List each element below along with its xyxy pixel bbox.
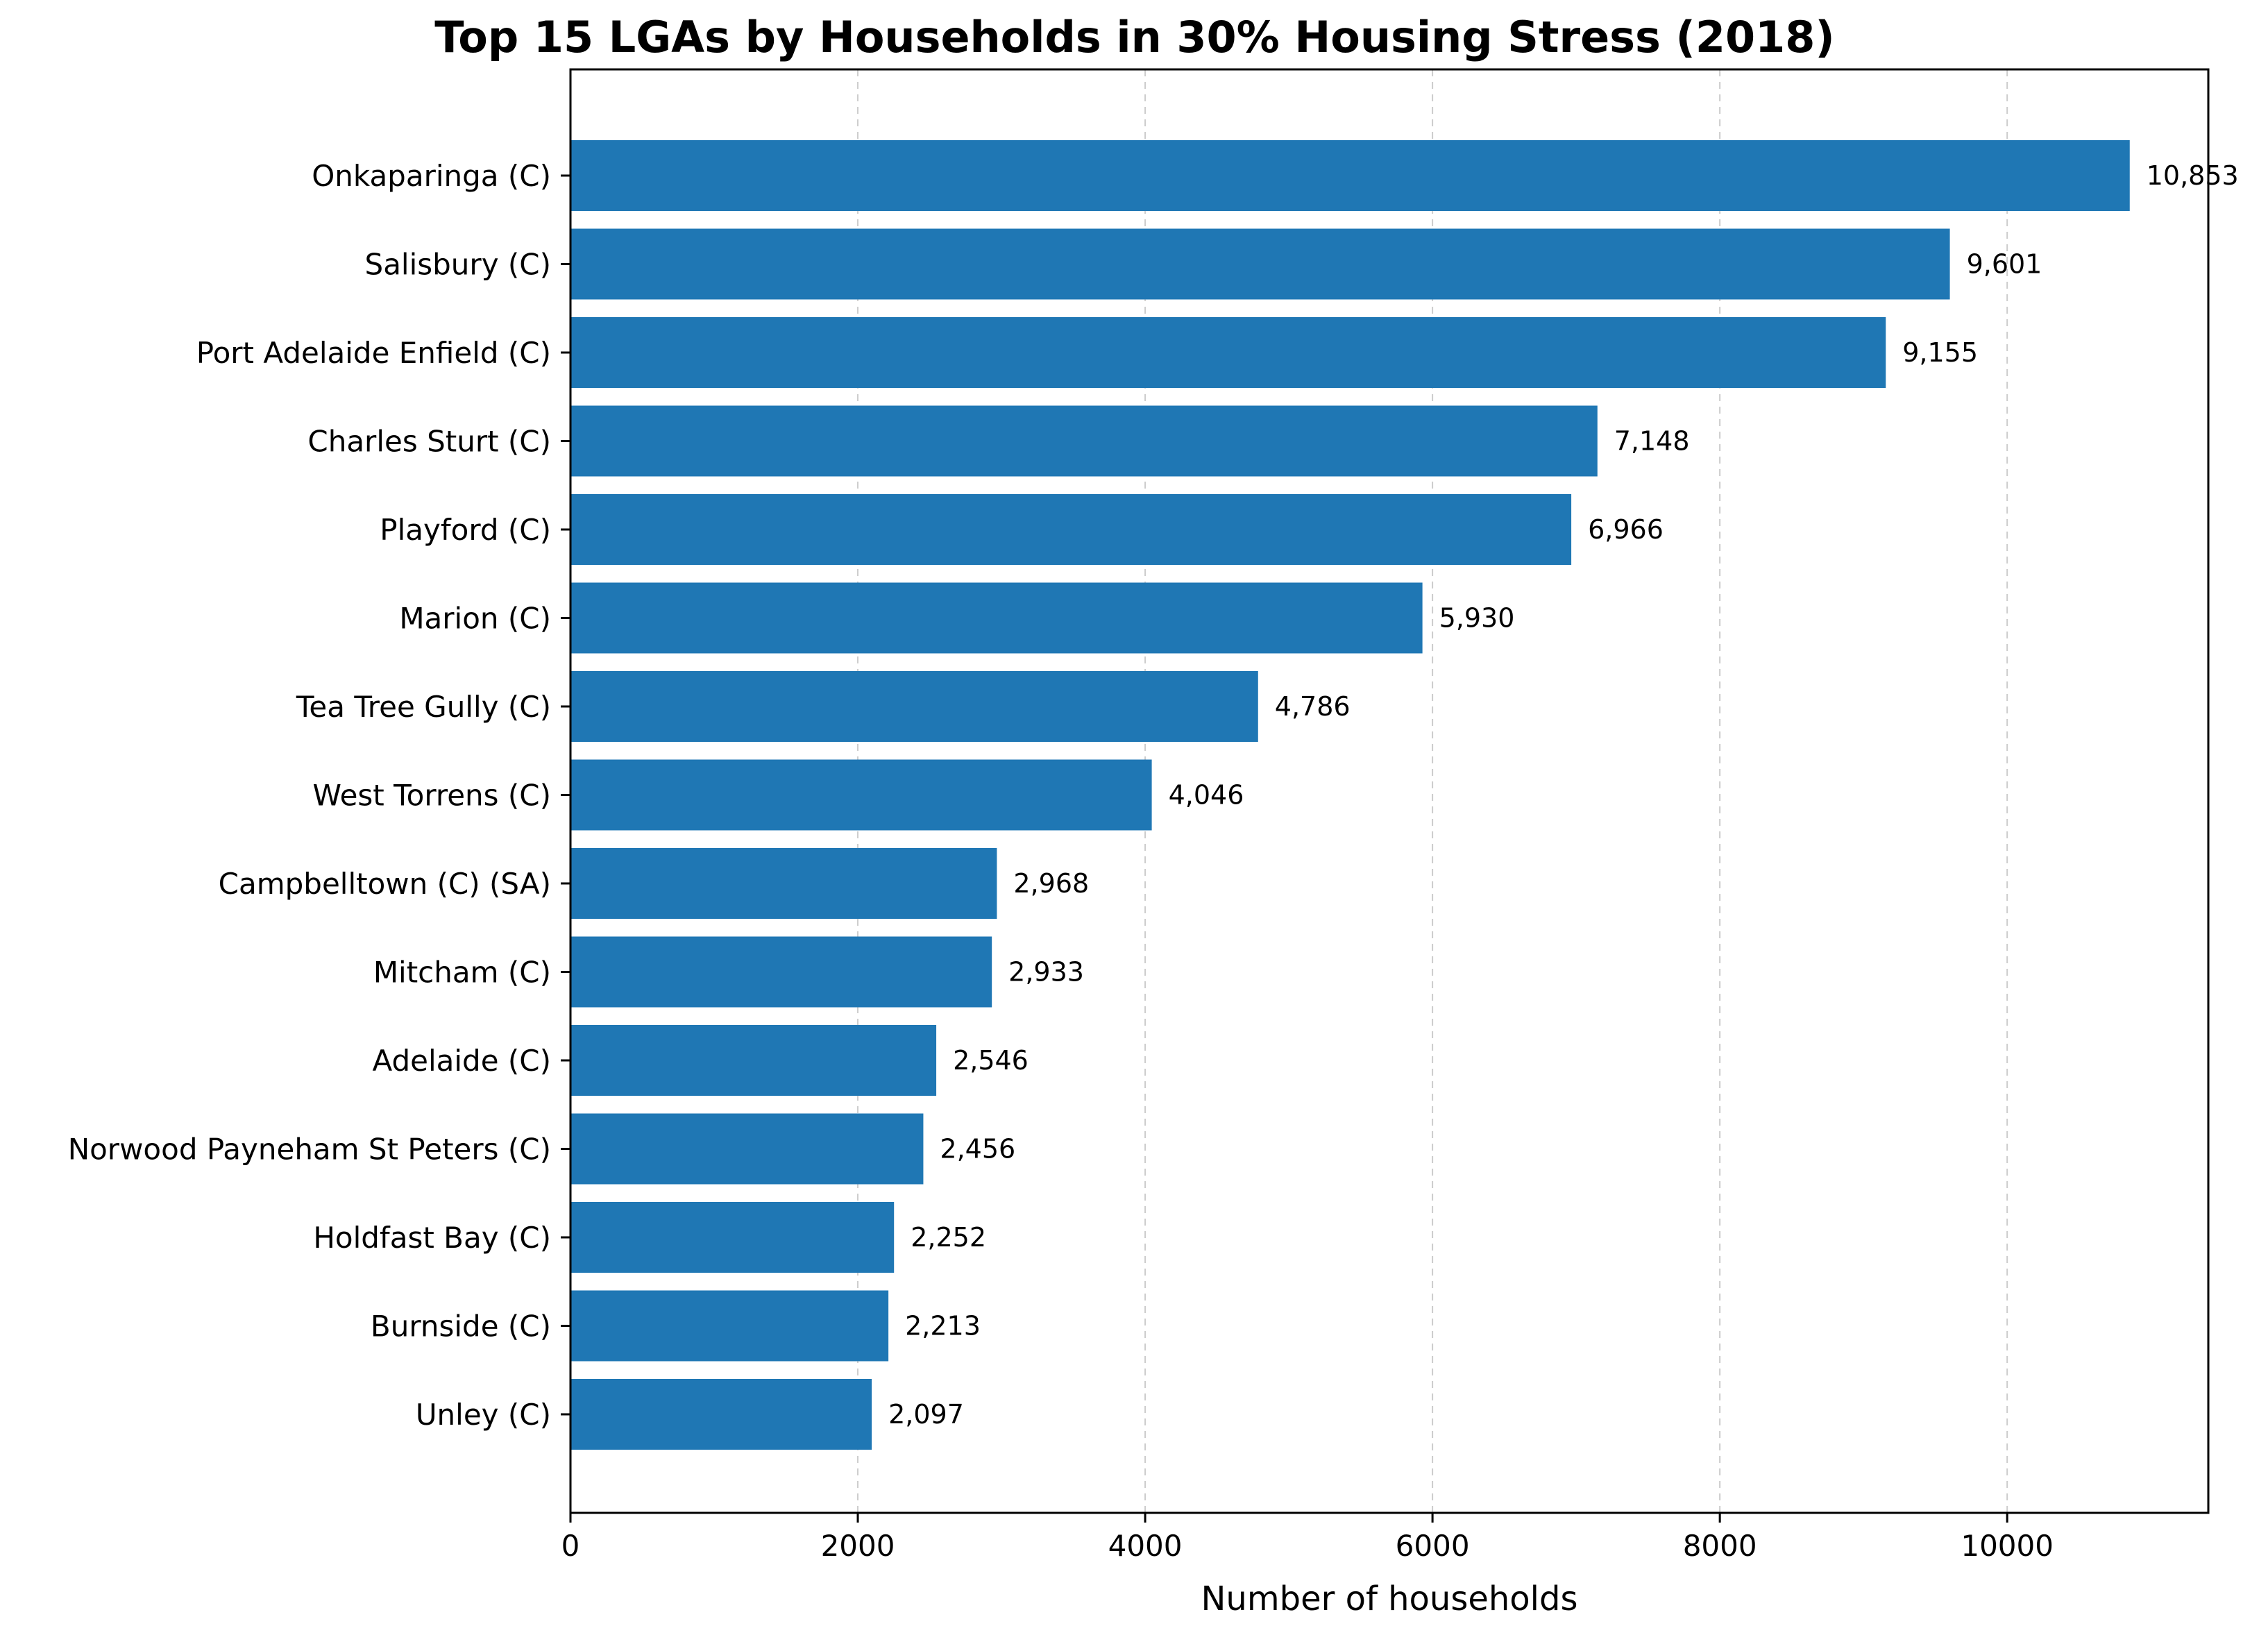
y-tick-label: Norwood Payneham St Peters (C) bbox=[68, 1133, 551, 1167]
x-tick-label: 0 bbox=[561, 1529, 580, 1563]
x-tick-labels: 0 2000 4000 6000 8000 10000 bbox=[561, 1513, 2054, 1563]
x-tick-label: 2000 bbox=[821, 1529, 895, 1563]
plot-frame bbox=[569, 68, 2210, 1514]
bar-value-label: 7,148 bbox=[1614, 426, 1690, 457]
bar-value-label: 5,930 bbox=[1439, 603, 1515, 634]
bar-value-label: 2,213 bbox=[905, 1311, 981, 1341]
y-tick-label: Charles Sturt (C) bbox=[307, 425, 551, 459]
y-tick-label: Salisbury (C) bbox=[365, 248, 551, 282]
bar bbox=[570, 405, 1598, 477]
bar-value-label: 4,046 bbox=[1169, 780, 1244, 811]
bar-value-label: 9,601 bbox=[1967, 249, 2042, 280]
bar-value-label: 2,546 bbox=[953, 1045, 1029, 1076]
y-tick-label: Tea Tree Gully (C) bbox=[296, 690, 551, 724]
x-tick-label: 4000 bbox=[1108, 1529, 1183, 1563]
bar-value-label: 6,966 bbox=[1588, 514, 1664, 545]
bar bbox=[570, 1202, 895, 1273]
y-tick-label: Onkaparinga (C) bbox=[312, 159, 551, 193]
y-tick-label: Campbelltown (C) (SA) bbox=[219, 867, 551, 901]
x-tick-label: 8000 bbox=[1683, 1529, 1757, 1563]
bar bbox=[570, 494, 1572, 565]
x-tick-label: 6000 bbox=[1396, 1529, 1470, 1563]
bar-value-label: 2,252 bbox=[911, 1222, 986, 1253]
bar bbox=[570, 1113, 924, 1185]
bar-value-label: 2,968 bbox=[1013, 868, 1089, 899]
bar bbox=[570, 1379, 872, 1450]
bar-value-label: 2,933 bbox=[1008, 957, 1084, 988]
bar bbox=[570, 228, 1950, 300]
bar bbox=[570, 317, 1886, 388]
bar bbox=[570, 936, 992, 1008]
y-tick-label: Port Adelaide Enfield (C) bbox=[196, 336, 551, 370]
y-tick-label: Holdfast Bay (C) bbox=[313, 1221, 551, 1255]
y-tick-label: Playford (C) bbox=[380, 513, 551, 547]
bar bbox=[570, 759, 1152, 831]
bar-value-label: 4,786 bbox=[1275, 691, 1351, 722]
bars bbox=[570, 140, 2130, 1450]
x-tick-label: 10000 bbox=[1961, 1529, 2054, 1563]
chart-title: Top 15 LGAs by Households in 30% Housing… bbox=[434, 12, 1835, 62]
bar bbox=[570, 1025, 937, 1096]
y-tick-label: Unley (C) bbox=[416, 1398, 551, 1432]
bar-value-label: 2,456 bbox=[940, 1134, 1015, 1164]
bar-value-label: 2,097 bbox=[888, 1399, 964, 1430]
y-tick-labels: Onkaparinga (C) Salisbury (C) Port Adelaid… bbox=[68, 159, 570, 1432]
y-tick-label: Adelaide (C) bbox=[372, 1044, 551, 1078]
bar bbox=[570, 671, 1258, 742]
y-tick-label: Marion (C) bbox=[399, 602, 551, 636]
bar bbox=[570, 140, 2130, 211]
bar bbox=[570, 848, 997, 919]
data-labels: 10,853 9,601 9,155 7,148 6,966 5,930 4,786 4,04… bbox=[888, 160, 2239, 1430]
x-axis-label: Number of households bbox=[1201, 1579, 1578, 1618]
bar bbox=[570, 1290, 889, 1362]
y-tick-label: Mitcham (C) bbox=[373, 956, 551, 990]
bar bbox=[570, 582, 1423, 654]
y-tick-label: Burnside (C) bbox=[371, 1310, 551, 1344]
bar-value-label: 10,853 bbox=[2147, 160, 2239, 191]
bar-value-label: 9,155 bbox=[1902, 337, 1978, 368]
y-tick-label: West Torrens (C) bbox=[313, 779, 552, 813]
